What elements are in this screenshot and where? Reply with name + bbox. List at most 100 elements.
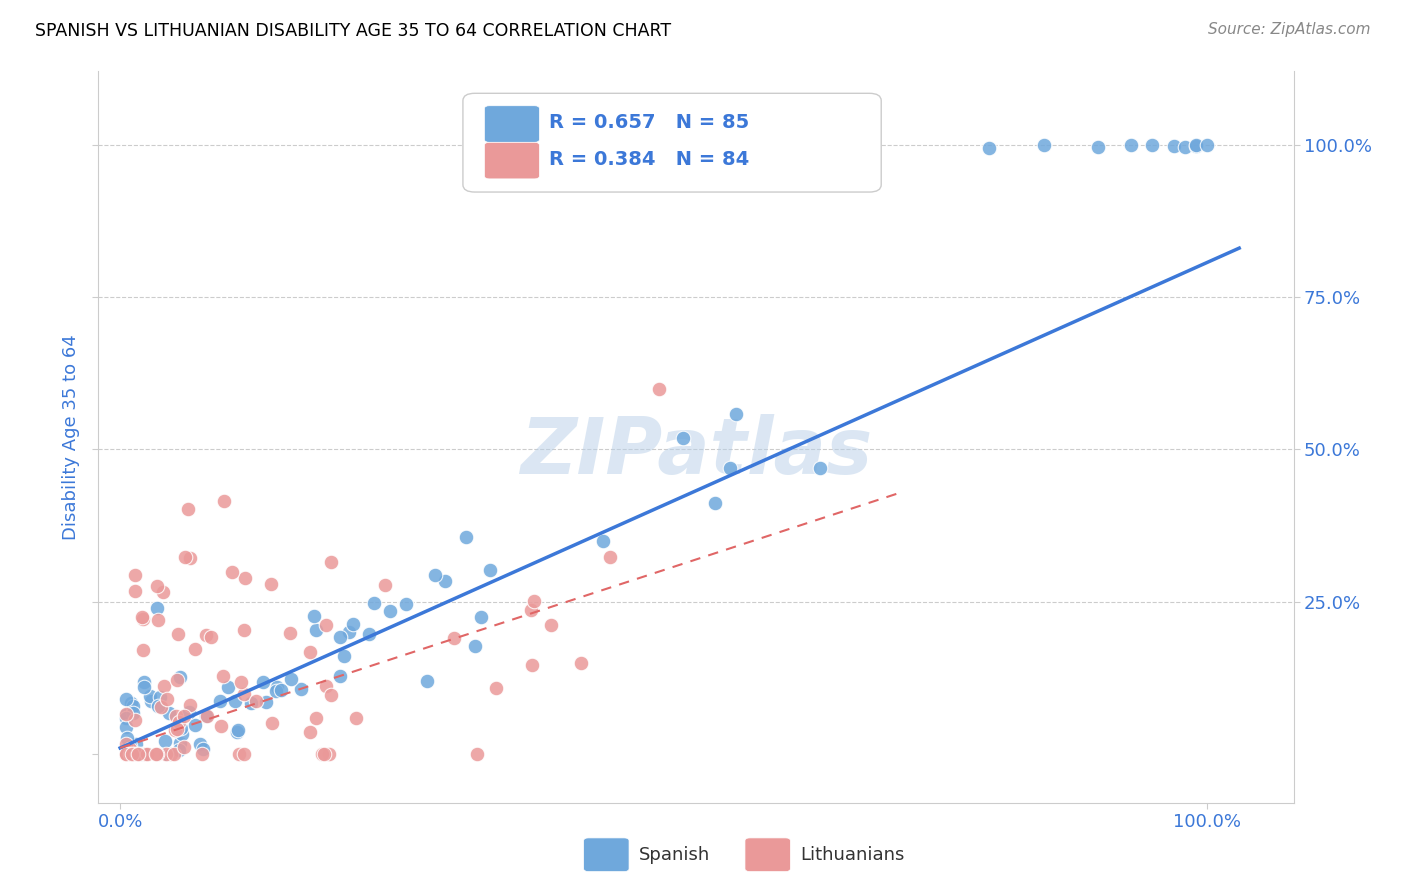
Point [416, 673, 439, 688]
FancyBboxPatch shape [485, 106, 540, 143]
Point [225, 725, 247, 739]
Point [240, 696, 263, 710]
Point [245, 693, 267, 707]
Point [252, 675, 274, 690]
Point [329, 669, 352, 683]
Point [318, 747, 340, 761]
Point [1119, 137, 1142, 152]
Point [672, 431, 695, 445]
Point [228, 723, 250, 737]
Point [470, 609, 492, 624]
Point [122, 699, 145, 714]
Point [131, 612, 153, 626]
Point [163, 723, 186, 738]
Point [319, 688, 342, 702]
Point [569, 656, 592, 670]
Point [599, 549, 621, 564]
Point [114, 747, 136, 761]
Point [221, 566, 243, 580]
Point [311, 747, 333, 761]
Point [1032, 137, 1054, 152]
Point [114, 691, 136, 706]
Point [718, 460, 741, 475]
Point [132, 680, 155, 694]
Point [131, 609, 153, 624]
Point [228, 747, 250, 761]
Point [212, 669, 235, 683]
Point [179, 706, 201, 720]
Point [329, 631, 352, 645]
Point [128, 747, 150, 761]
FancyBboxPatch shape [583, 838, 628, 871]
Point [232, 687, 254, 701]
Point [167, 743, 190, 757]
Point [200, 630, 222, 644]
Point [523, 594, 546, 608]
Point [184, 717, 207, 731]
Point [156, 692, 179, 706]
Point [315, 618, 337, 632]
Point [115, 731, 138, 746]
Point [125, 737, 148, 751]
Point [139, 689, 162, 703]
Point [270, 683, 292, 698]
FancyBboxPatch shape [485, 143, 540, 179]
Point [1142, 138, 1164, 153]
Text: R = 0.657   N = 85: R = 0.657 N = 85 [548, 113, 749, 132]
Point [464, 639, 486, 653]
Point [169, 715, 191, 730]
Point [193, 742, 215, 756]
Point [374, 578, 396, 592]
Point [146, 600, 169, 615]
Point [120, 747, 142, 761]
Point [132, 643, 155, 657]
Text: R = 0.384   N = 84: R = 0.384 N = 84 [548, 150, 749, 169]
Point [118, 739, 141, 753]
Point [117, 747, 139, 761]
Point [131, 747, 153, 761]
Point [344, 710, 367, 724]
Point [124, 747, 146, 761]
Point [315, 679, 337, 693]
Point [153, 734, 176, 748]
Point [114, 745, 136, 759]
Point [121, 747, 143, 761]
Point [159, 747, 181, 761]
Point [177, 501, 200, 516]
Text: Lithuanians: Lithuanians [800, 846, 904, 863]
Point [170, 721, 193, 735]
Point [132, 675, 155, 690]
Point [260, 577, 283, 591]
Point [433, 574, 456, 589]
Point [115, 747, 138, 761]
Point [195, 709, 218, 723]
Point [479, 563, 502, 577]
Point [592, 534, 614, 549]
Point [155, 747, 177, 761]
Point [149, 690, 172, 704]
Point [280, 672, 302, 686]
Point [209, 694, 232, 708]
Point [150, 700, 173, 714]
Point [114, 707, 136, 722]
Point [121, 747, 143, 761]
Point [1195, 137, 1218, 152]
Point [395, 597, 418, 611]
Point [299, 724, 322, 739]
Point [264, 683, 287, 698]
Point [520, 658, 543, 673]
Point [423, 568, 446, 582]
Point [1184, 138, 1206, 153]
Point [195, 628, 218, 642]
Point [124, 713, 146, 727]
Point [305, 623, 328, 637]
Point [156, 747, 179, 761]
Point [153, 679, 176, 693]
Point [146, 578, 169, 592]
Point [131, 747, 153, 761]
Point [146, 747, 169, 761]
Point [122, 747, 145, 761]
Point [114, 747, 136, 761]
Point [146, 614, 169, 628]
Point [114, 737, 136, 751]
